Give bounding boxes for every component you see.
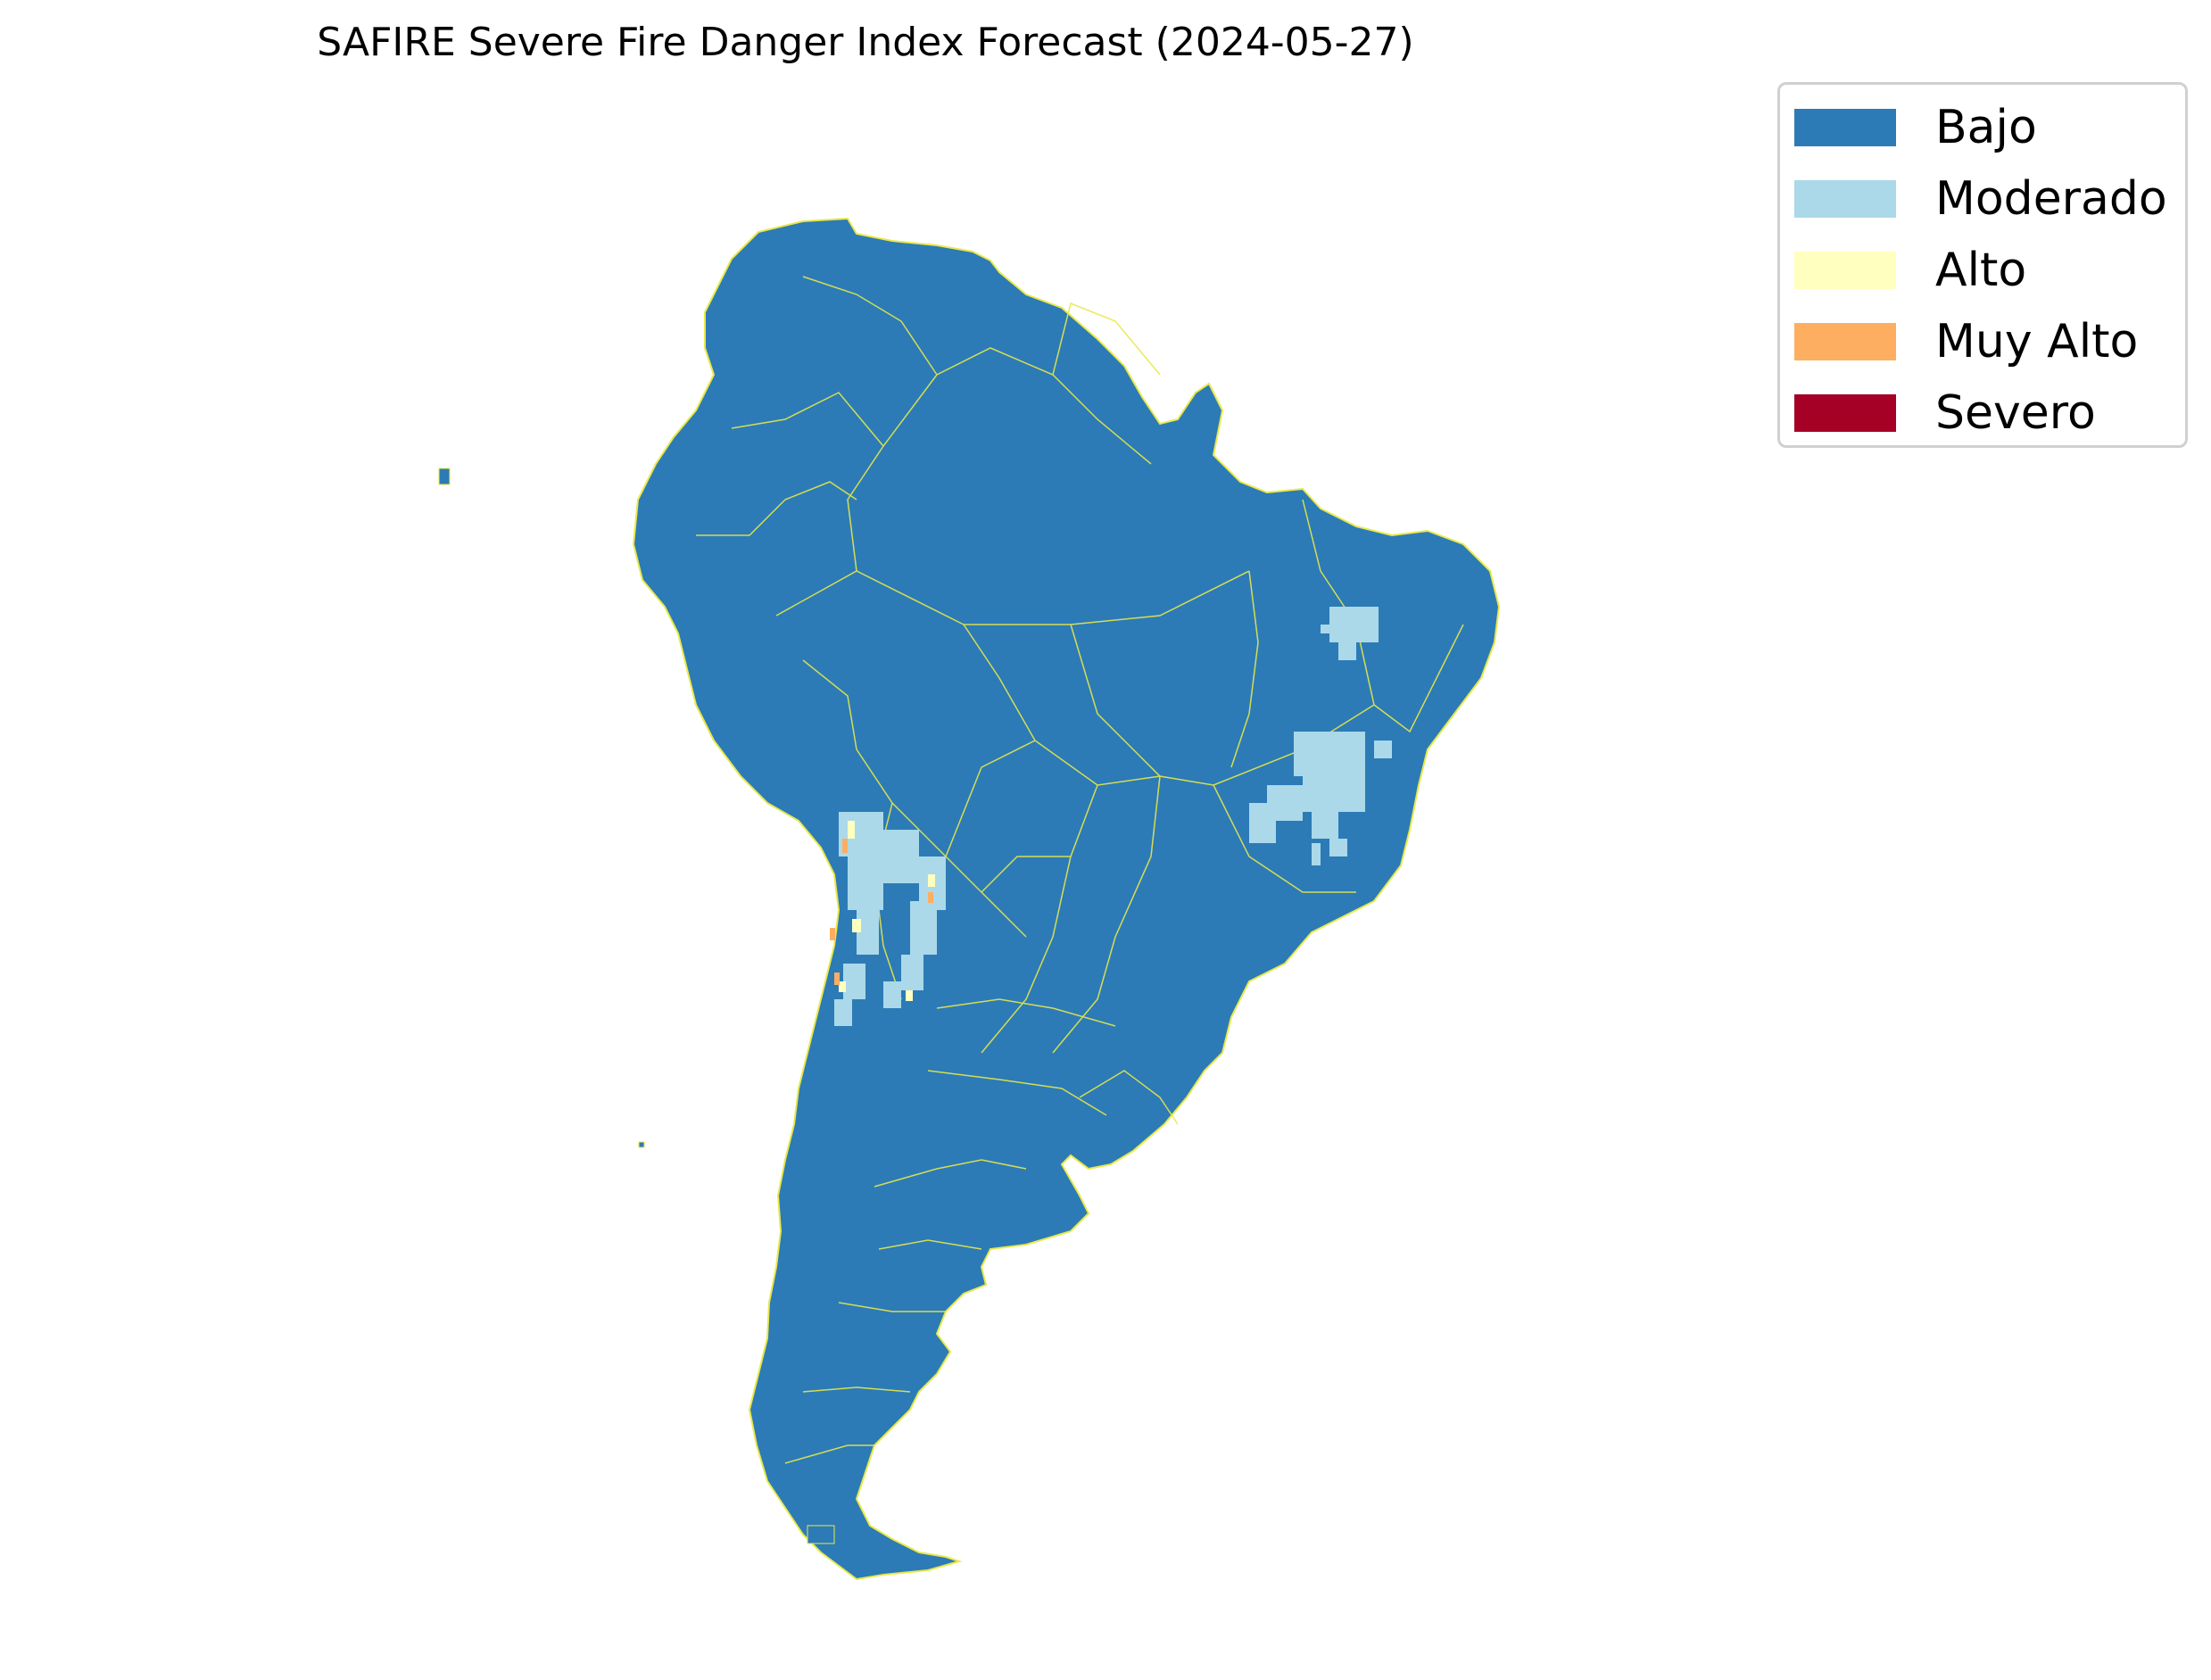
legend-item-moderado: Moderado	[1794, 172, 2167, 226]
legend-swatch-bajo	[1794, 109, 1896, 146]
legend-item-bajo: Bajo	[1794, 101, 2037, 154]
alto-patches	[839, 821, 935, 1001]
legend-swatch-alto	[1794, 252, 1896, 289]
legend-item-alto: Alto	[1794, 244, 2026, 297]
muy-alto-patches	[830, 839, 933, 985]
admin-boundaries	[696, 276, 1464, 1464]
legend-label-severo: Severo	[1935, 386, 2096, 440]
moderado-patches	[834, 607, 1392, 1026]
map-title: SAFIRE Severe Fire Danger Index Forecast…	[317, 20, 1414, 65]
legend-label-muy-alto: Muy Alto	[1935, 315, 2139, 368]
legend: Bajo Moderado Alto Muy Alto Severo	[1777, 82, 2188, 448]
legend-label-alto: Alto	[1935, 244, 2027, 297]
legend-label-moderado: Moderado	[1935, 172, 2167, 226]
legend-item-muy-alto: Muy Alto	[1794, 315, 2138, 368]
legend-swatch-severo	[1794, 394, 1896, 432]
legend-item-severo: Severo	[1794, 386, 2096, 440]
legend-swatch-muy-alto	[1794, 323, 1896, 360]
legend-label-bajo: Bajo	[1935, 101, 2037, 154]
island-specks	[438, 468, 835, 1544]
legend-swatch-moderado	[1794, 180, 1896, 218]
landmass-south-america	[632, 217, 1501, 1581]
